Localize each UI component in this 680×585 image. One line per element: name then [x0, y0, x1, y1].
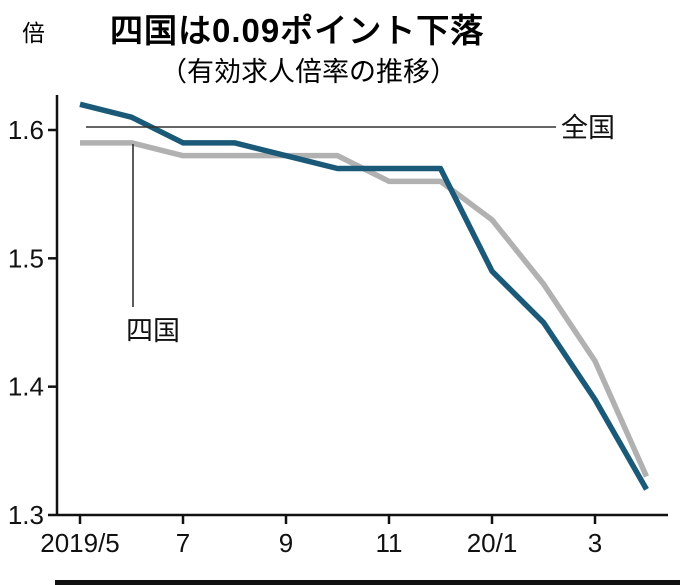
y-axis-unit-label: 倍: [22, 20, 45, 46]
x-tick-label: 7: [176, 528, 190, 558]
line-shikoku: [80, 140, 650, 478]
y-tick-label: 1.3: [8, 500, 44, 530]
x-tick-label: 20/1: [467, 528, 518, 558]
shikoku-label: 四国: [126, 316, 180, 346]
x-tick-label: 11: [376, 528, 403, 558]
x-tick-label: 3: [588, 528, 602, 558]
chart-subtitle: （有効求人倍率の推移）: [160, 57, 457, 87]
x-tick-label: 9: [279, 528, 293, 558]
x-tick-label: 2019/5: [40, 528, 120, 558]
chart-title: 四国は0.09ポイント下落: [110, 12, 485, 49]
line-national: [79, 101, 649, 491]
y-tick-label: 1.5: [8, 243, 44, 273]
bottom-rule: [55, 580, 680, 585]
y-tick-label: 1.4: [8, 372, 44, 402]
y-tick-label: 1.6: [8, 115, 44, 145]
national-label: 全国: [561, 113, 615, 143]
